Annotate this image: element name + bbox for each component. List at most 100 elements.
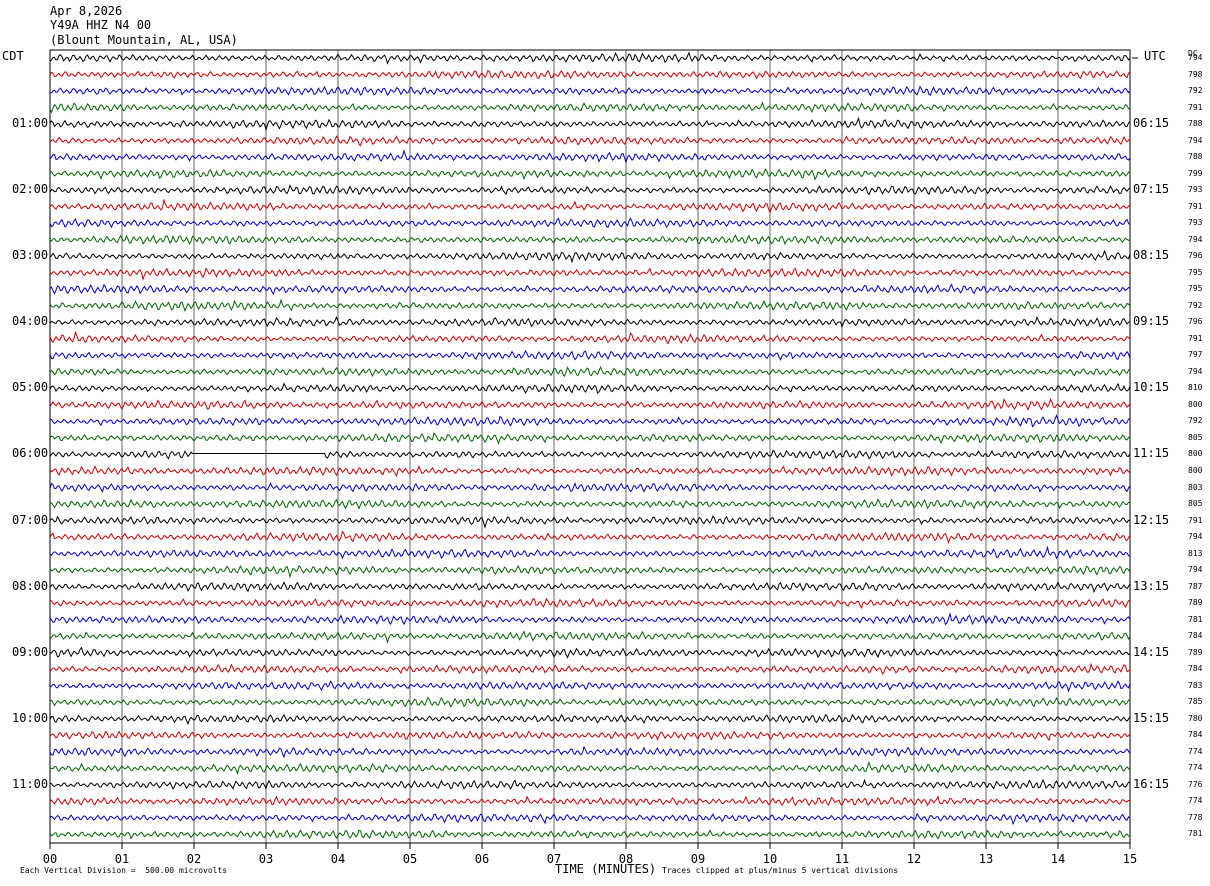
dc-offset-value: 800 xyxy=(1188,399,1203,409)
trace-line xyxy=(49,580,1131,594)
dc-offset-value: 787 xyxy=(1188,581,1203,591)
left-hour-label: 04:00 xyxy=(12,314,49,329)
dc-offset-value: 785 xyxy=(1188,697,1203,707)
right-hour-label: 08:15 xyxy=(1133,248,1170,263)
dc-offset-value: 795 xyxy=(1188,284,1203,294)
dc-offset-value: 784 xyxy=(1188,730,1203,740)
right-hour-label: 14:15 xyxy=(1133,644,1170,659)
plot-frame xyxy=(49,49,1131,844)
dc-offset-value: 784 xyxy=(1188,631,1203,641)
dc-offset-value: 781 xyxy=(1188,829,1203,839)
trace-line xyxy=(49,612,1131,626)
left-hour-label: 09:00 xyxy=(12,644,49,659)
dc-offset-value: 788 xyxy=(1188,152,1203,162)
trace-line xyxy=(49,349,1131,362)
left-hour-label: 05:00 xyxy=(12,380,49,395)
station-location: (Blount Mountain, AL, USA) xyxy=(50,33,238,47)
dc-offset-value: 813 xyxy=(1188,548,1203,558)
trace-line xyxy=(49,116,1131,132)
right-hour-label: 07:15 xyxy=(1133,182,1170,197)
x-tick-label: 15 xyxy=(1122,852,1138,866)
trace-line xyxy=(49,184,1131,196)
dc-offset-value: 774 xyxy=(1188,796,1203,806)
trace-line xyxy=(49,449,1131,460)
trace-line xyxy=(49,135,1131,147)
dc-offset-value: 774 xyxy=(1188,763,1203,773)
dc-offset-value: 796 xyxy=(1188,251,1203,261)
left-timezone-label: CDT xyxy=(2,49,24,63)
trace-line xyxy=(49,662,1131,675)
trace-line xyxy=(49,713,1131,726)
trace-line xyxy=(49,795,1130,807)
trace-line xyxy=(49,530,1131,545)
right-hour-label: 09:15 xyxy=(1133,314,1170,329)
dc-offset-value: 783 xyxy=(1188,680,1203,690)
dc-offset-value: 800 xyxy=(1188,466,1203,475)
trace-line xyxy=(49,680,1131,693)
x-tick-label: 06 xyxy=(474,852,490,866)
left-hour-label: 02:00 xyxy=(12,182,49,197)
dc-offset-value: 798 xyxy=(1188,69,1203,79)
right-hour-label: 06:15 xyxy=(1133,116,1170,131)
trace-line xyxy=(49,465,1131,478)
trace-line xyxy=(49,545,1131,560)
trace-line xyxy=(49,696,1131,708)
dc-offset-value: 791 xyxy=(1188,333,1203,343)
right-hour-label: 15:15 xyxy=(1133,710,1170,725)
trace-line xyxy=(49,646,1131,659)
trace-line xyxy=(49,198,1131,214)
left-hour-label: 08:00 xyxy=(12,578,49,593)
dc-offset-value: 778 xyxy=(1188,812,1203,822)
trace-line xyxy=(49,249,1131,264)
dc-offset-value: 791 xyxy=(1188,201,1203,211)
left-hour-label: 07:00 xyxy=(12,512,49,527)
dc-offset-value: 792 xyxy=(1188,86,1203,96)
right-hour-label: 11:15 xyxy=(1133,446,1170,461)
trace-line xyxy=(49,745,1131,759)
x-tick-label: 05 xyxy=(402,852,418,866)
x-tick-label: 08 xyxy=(618,852,634,866)
trace-line xyxy=(49,149,1131,164)
plot-date: Apr 8,2026 xyxy=(50,4,123,18)
right-hour-label: 12:15 xyxy=(1133,512,1170,527)
dc-offset-value: 794 xyxy=(1188,366,1203,376)
x-tick-label: 00 xyxy=(42,852,58,866)
trace-line xyxy=(49,365,1131,378)
dc-offset-value: 793 xyxy=(1188,218,1203,228)
trace-line xyxy=(49,498,1131,510)
trace-line xyxy=(49,382,1131,394)
dc-offset-value: 794 xyxy=(1188,565,1203,575)
trace-line xyxy=(49,217,1131,229)
x-tick-label: 03 xyxy=(258,852,274,866)
trace-line xyxy=(49,564,1131,579)
left-hour-label: 11:00 xyxy=(12,776,49,791)
left-hour-label: 01:00 xyxy=(12,116,49,131)
dc-offset-value: 788 xyxy=(1188,119,1203,129)
trace-line xyxy=(49,432,1131,445)
x-tick-label: 02 xyxy=(186,852,202,866)
x-axis-label: TIME (MINUTES) xyxy=(555,862,657,876)
station-code: Y49A HHZ N4 00 xyxy=(50,18,152,32)
dc-offset-value: 800 xyxy=(1188,449,1203,459)
x-tick-label: 01 xyxy=(114,852,130,866)
x-tick-label: 11 xyxy=(834,852,850,866)
trace-line xyxy=(49,283,1131,295)
trace-line xyxy=(49,85,1131,97)
dc-offset-value: 796 xyxy=(1188,317,1203,327)
trace-line xyxy=(49,630,1131,645)
trace-line xyxy=(49,414,1131,428)
left-hour-label: 03:00 xyxy=(12,248,49,263)
dc-offset-value: 780 xyxy=(1188,713,1203,723)
left-hour-label: 06:00 xyxy=(12,446,49,461)
trace-line xyxy=(49,778,1131,791)
right-hour-label: 16:15 xyxy=(1133,776,1170,791)
trace-line xyxy=(49,760,1131,775)
dc-offset-value: 797 xyxy=(1188,350,1203,360)
dc-offset-value: 805 xyxy=(1188,432,1203,442)
x-tick-label: 10 xyxy=(762,852,778,866)
trace-line xyxy=(49,51,1131,65)
trace-line xyxy=(49,316,1131,329)
right-hour-label: 13:15 xyxy=(1133,578,1170,593)
dc-offset-value: 794 xyxy=(1188,532,1203,542)
